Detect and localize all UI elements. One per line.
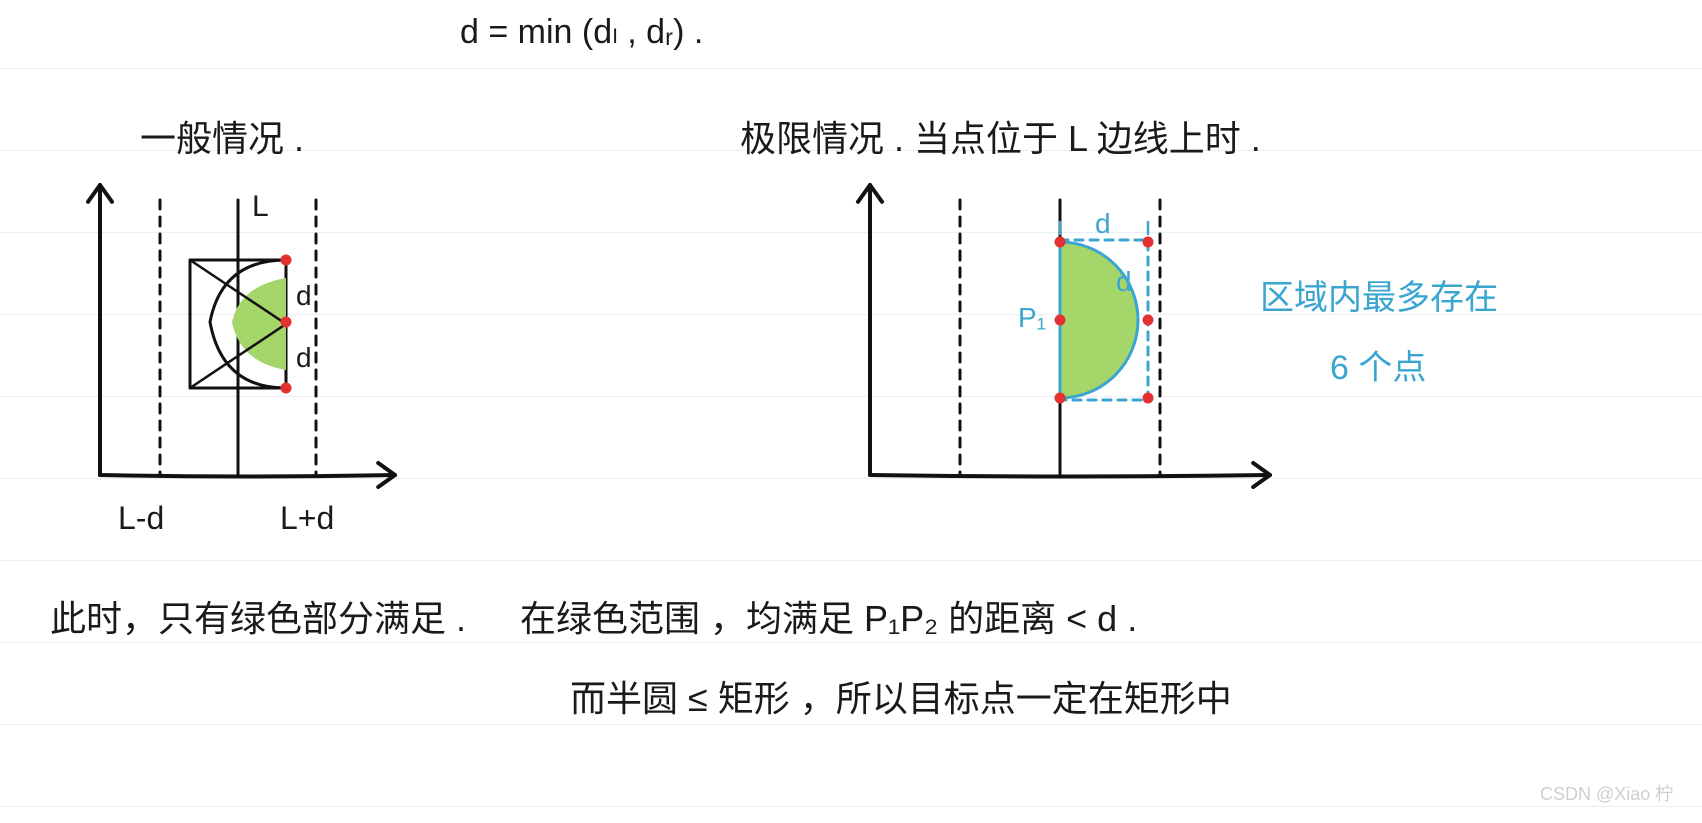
- right-note-line2: 6 个点: [1330, 340, 1426, 389]
- point: [1055, 315, 1066, 326]
- right-x-axis: [870, 475, 1270, 477]
- point: [1143, 393, 1154, 404]
- right-label-d-mid: d: [1116, 266, 1132, 298]
- right-caption-2: 而半圆 ≤ 矩形 ，所以目标点一定在矩形中: [570, 670, 1232, 722]
- watermark: CSDN @Xiao 柠: [1540, 780, 1673, 806]
- point: [1143, 315, 1154, 326]
- point: [1143, 237, 1154, 248]
- right-caption-1: 在绿色范围 ，均满足 P₁P₂ 的距离 < d .: [520, 590, 1137, 642]
- point: [1055, 393, 1066, 404]
- right-note-line1: 区域内最多存在: [1260, 270, 1498, 319]
- right-label-p1: P₁: [1018, 302, 1046, 334]
- point: [1055, 237, 1066, 248]
- right-label-d-top: d: [1095, 208, 1111, 240]
